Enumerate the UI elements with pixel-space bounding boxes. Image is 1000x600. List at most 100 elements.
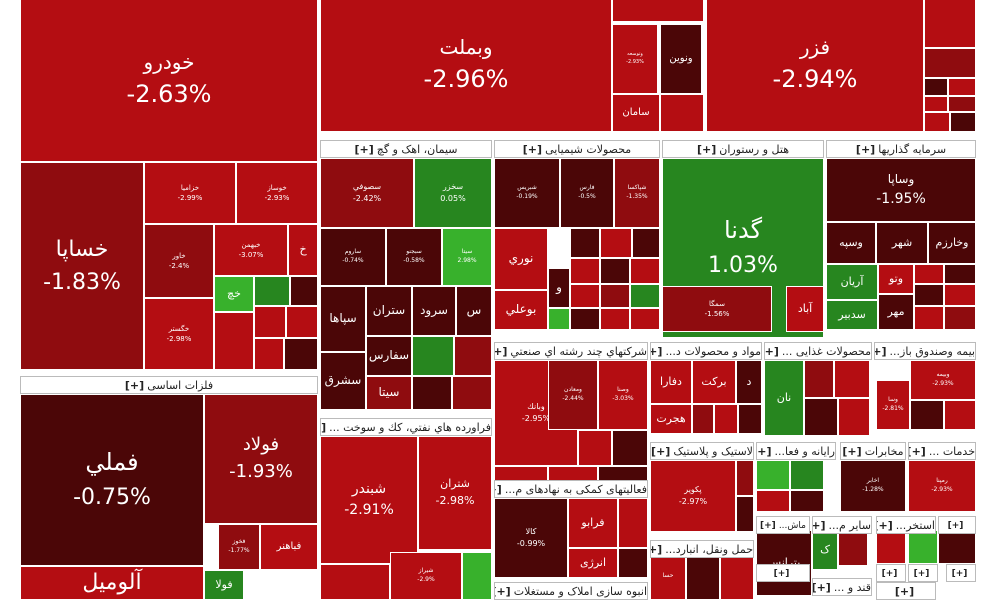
expand-toggle[interactable]: [+] <box>842 445 862 458</box>
sector-header-food1[interactable]: مواد و محصولات د...[+] <box>650 342 762 360</box>
sector-header-credit[interactable]: فعالیتهای کمکی به نهادهای م...[+] <box>494 480 648 498</box>
stock-tile-farabo[interactable]: فرابو <box>568 498 618 548</box>
sector-header-x3[interactable]: [+] <box>876 564 906 582</box>
small-stock-tile[interactable] <box>660 94 704 132</box>
stock-tile-fazar[interactable]: فزر -2.94% <box>706 0 924 132</box>
small-stock-tile[interactable] <box>924 112 950 132</box>
stock-tile-arian[interactable]: آریان <box>826 264 878 300</box>
stock-tile-dafara[interactable]: دفارا <box>650 360 692 404</box>
expand-toggle[interactable]: [+] <box>812 519 826 532</box>
small-stock-tile[interactable] <box>578 430 612 466</box>
expand-toggle[interactable]: [+] <box>773 569 790 579</box>
stock-tile-khodro[interactable]: خودرو -2.63% <box>20 0 318 162</box>
sector-header-x4[interactable]: [+] <box>908 564 938 582</box>
stock-tile-vkharazm[interactable]: وخارزم <box>928 222 976 264</box>
expand-toggle[interactable]: [+] <box>494 345 508 358</box>
sector-header-comp[interactable]: رایانه و فعا...[+] <box>756 442 836 460</box>
small-stock-tile[interactable] <box>612 0 704 22</box>
small-stock-tile[interactable] <box>570 228 600 258</box>
small-stock-tile[interactable] <box>910 400 944 430</box>
small-stock-tile[interactable] <box>412 336 454 376</box>
stock-tile-shebris[interactable]: شبریس -0.19% <box>494 158 560 228</box>
sector-header-hotel[interactable]: هتل و رستوران[+] <box>662 140 824 158</box>
stock-tile-khzamia[interactable]: خزامیا -2.99% <box>144 162 236 224</box>
small-stock-tile[interactable] <box>632 228 660 258</box>
stock-tile-folad2[interactable]: فولا <box>204 570 244 600</box>
small-stock-tile[interactable] <box>834 360 870 398</box>
stock-tile-abad[interactable]: آباد <box>786 286 824 332</box>
stock-tile-boali[interactable]: بوعلي <box>494 290 548 330</box>
sector-header-metals[interactable]: فلزات اساسی[+] <box>20 376 318 394</box>
stock-tile-fameli[interactable]: فملي -0.75% <box>20 394 204 566</box>
expand-toggle[interactable]: [+] <box>354 143 374 156</box>
small-stock-tile[interactable] <box>284 338 318 370</box>
stock-tile-barkat[interactable]: برکت <box>692 360 736 404</box>
stock-tile-rampa[interactable]: رمپنا -2.93% <box>908 460 976 512</box>
small-stock-tile[interactable] <box>630 258 660 284</box>
small-stock-tile[interactable] <box>736 460 754 496</box>
small-stock-tile[interactable] <box>630 284 660 308</box>
small-stock-tile[interactable] <box>600 284 630 308</box>
small-stock-tile[interactable] <box>454 336 492 376</box>
expand-toggle[interactable]: [+] <box>124 379 145 392</box>
stock-tile-skhazar[interactable]: سخزر 0.05% <box>414 158 492 228</box>
expand-toggle[interactable]: [+] <box>522 143 543 156</box>
small-stock-tile[interactable] <box>612 430 648 466</box>
stock-tile-noori[interactable]: نوري <box>494 228 548 290</box>
stock-tile-vsepah[interactable]: وسپه <box>826 222 876 264</box>
small-stock-tile[interactable] <box>944 284 976 306</box>
expand-toggle[interactable]: [+] <box>651 543 663 556</box>
expand-toggle[interactable]: [+] <box>764 345 779 358</box>
stock-tile-sefooni[interactable]: سصوفي -2.42% <box>320 158 414 228</box>
stock-tile-ksmall[interactable]: ک <box>812 530 838 570</box>
expand-toggle[interactable]: [+] <box>495 483 502 496</box>
sector-header-oil[interactable]: فراورده هاي نفتي، كك و سوخت ...[+] <box>320 418 492 436</box>
small-stock-tile[interactable] <box>838 398 870 436</box>
sector-header-invest[interactable]: سرمایه گذاریها[+] <box>826 140 976 158</box>
small-stock-tile[interactable] <box>944 400 976 430</box>
small-stock-tile[interactable] <box>720 552 754 600</box>
small-stock-tile[interactable] <box>630 308 660 330</box>
sector-header-cement[interactable]: سیمان، اهک و گچ[+] <box>320 140 492 158</box>
stock-tile-farabi[interactable]: فارس -0.5% <box>560 158 614 228</box>
small-stock-tile[interactable] <box>618 498 648 548</box>
stock-tile-pakvir[interactable]: پکویر -2.97% <box>650 460 736 532</box>
stock-tile-smsmall[interactable]: س <box>456 286 492 336</box>
small-stock-tile[interactable] <box>290 276 318 306</box>
stock-tile-khgostar[interactable]: خگستر -2.98% <box>144 298 214 370</box>
small-stock-tile[interactable] <box>254 338 284 370</box>
small-stock-tile[interactable] <box>618 548 648 578</box>
sector-header-realestate[interactable]: انبوه سازی املاک و مستغلات[+] <box>494 582 648 600</box>
sector-header-telco[interactable]: مخابرات[+] <box>840 442 906 460</box>
stock-tile-sshargh[interactable]: سشرق <box>320 352 366 410</box>
sector-header-food2[interactable]: محصولات غذایی ...[+] <box>764 342 872 360</box>
sector-header-x2[interactable]: [+] <box>756 564 810 582</box>
stock-tile-sita[interactable]: سیتا <box>366 376 412 410</box>
stock-tile-sbojnoord[interactable]: سبجنو -0.58% <box>386 228 442 286</box>
sector-header-mining[interactable]: سایر م...[+] <box>812 516 872 534</box>
expand-toggle[interactable]: [+] <box>696 143 717 156</box>
small-stock-tile[interactable] <box>924 96 948 112</box>
expand-toggle[interactable]: [+] <box>495 585 511 598</box>
sector-header-extract[interactable]: استخر...[+] <box>876 516 936 534</box>
sector-header-insur[interactable]: بیمه وصندوق باز...[+] <box>874 342 976 360</box>
small-stock-tile[interactable] <box>570 258 600 284</box>
expand-toggle[interactable]: [+] <box>947 521 964 531</box>
small-stock-tile[interactable] <box>570 308 600 330</box>
small-stock-tile[interactable] <box>948 78 976 96</box>
stock-tile-vsmall[interactable]: وسا -2.81% <box>876 380 910 430</box>
sector-header-chem[interactable]: محصولات شیمیایی[+] <box>494 140 660 158</box>
small-stock-tile[interactable] <box>214 312 254 370</box>
stock-tile-hejrat[interactable]: هجرت <box>650 404 692 434</box>
small-stock-tile[interactable] <box>286 306 318 338</box>
expand-toggle[interactable]: [+] <box>881 569 898 579</box>
small-stock-tile[interactable] <box>756 490 790 512</box>
expand-toggle[interactable]: [+] <box>951 569 968 579</box>
sector-header-x6[interactable]: [+] <box>876 582 936 600</box>
stock-tile-sorood[interactable]: سرود <box>412 286 456 336</box>
small-stock-tile[interactable] <box>938 530 976 564</box>
stock-tile-sita2[interactable]: سيتا 2.98% <box>442 228 492 286</box>
stock-tile-khavar[interactable]: خاور -2.4% <box>144 224 214 298</box>
stock-tile-akhaber[interactable]: اخابر -1.28% <box>840 460 906 512</box>
sector-header-x5[interactable]: [+] <box>946 564 976 582</box>
